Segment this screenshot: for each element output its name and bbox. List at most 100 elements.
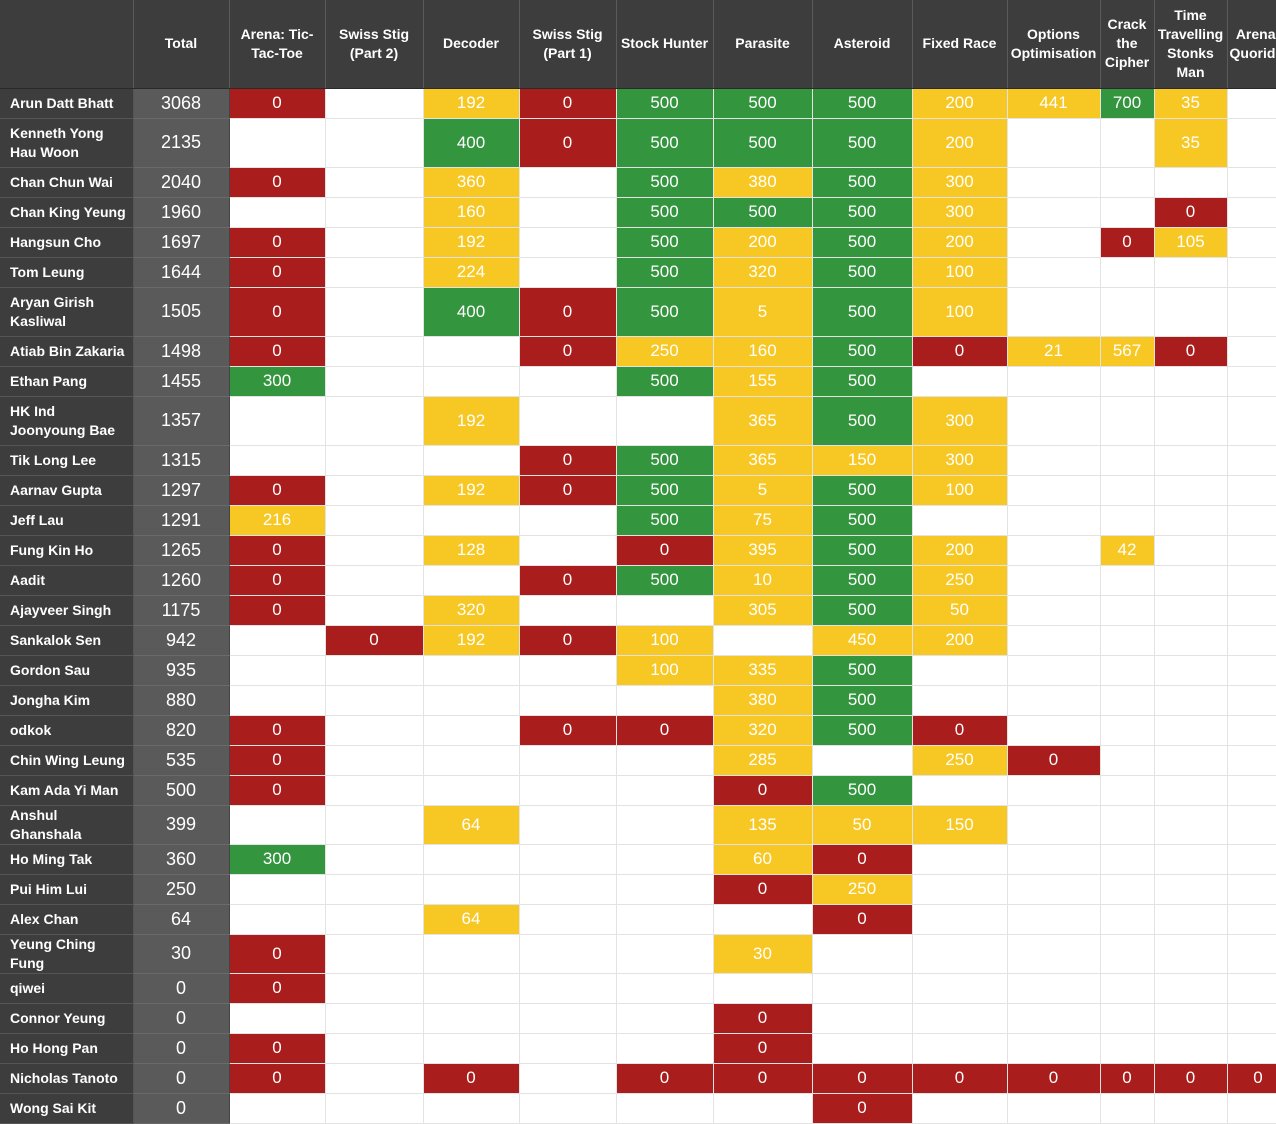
score-cell (1100, 1033, 1155, 1064)
score-cell (1007, 805, 1101, 845)
player-name: Pui Him Lui (0, 874, 134, 905)
player-name: Alex Chan (0, 904, 134, 935)
score-cell: 500 (616, 257, 714, 288)
score-cell (912, 366, 1008, 397)
score-cell (812, 934, 913, 974)
player-name: Wong Sai Kit (0, 1093, 134, 1124)
column-header-swiss-stig-part-2[interactable]: Swiss Stig (Part 2) (325, 0, 424, 89)
score-cell (1154, 904, 1228, 935)
score-cell: 100 (912, 475, 1008, 506)
leaderboard-body: Arun Datt Bhatt 3068 0 192 0 500 500 500 200 441 7… (0, 88, 1276, 1124)
score-cell: 135 (713, 805, 813, 845)
table-row: Chan King Yeung 1960 160 500 500 500 300 0 (0, 197, 1276, 228)
score-cell (1154, 655, 1228, 686)
score-cell: 150 (912, 805, 1008, 845)
score-cell: 0 (229, 565, 326, 596)
table-row: odkok 820 0 0 0 320 500 0 (0, 715, 1276, 746)
column-header-crack-the-cipher[interactable]: Crack the Cipher (1100, 0, 1155, 89)
score-cell: 0 (1007, 1063, 1101, 1094)
total-score: 1498 (133, 336, 230, 367)
score-cell (325, 595, 424, 626)
score-cell (325, 257, 424, 288)
score-cell (325, 445, 424, 476)
column-header-total[interactable]: Total (133, 0, 230, 89)
total-score: 1357 (133, 396, 230, 446)
score-cell: 192 (423, 475, 520, 506)
score-cell (423, 973, 520, 1004)
score-cell: 500 (812, 118, 913, 168)
score-cell (616, 595, 714, 626)
total-score: 0 (133, 1093, 230, 1124)
score-cell (1007, 1093, 1101, 1124)
score-cell: 21 (1007, 336, 1101, 367)
column-header-arena-tic-tac-toe[interactable]: Arena: Tic-Tac-Toe (229, 0, 326, 89)
table-row: Fung Kin Ho 1265 0 128 0 395 500 200 42 (0, 535, 1276, 566)
player-name: Atiab Bin Zakaria (0, 336, 134, 367)
score-cell (325, 805, 424, 845)
score-cell (1154, 874, 1228, 905)
score-cell: 0 (912, 1063, 1008, 1094)
score-cell (423, 844, 520, 875)
score-cell (229, 445, 326, 476)
score-cell (1100, 167, 1155, 198)
total-score: 30 (133, 934, 230, 974)
score-cell (1227, 118, 1276, 168)
total-score: 935 (133, 655, 230, 686)
score-cell (325, 565, 424, 596)
score-cell: 105 (1154, 227, 1228, 258)
score-cell (1154, 287, 1228, 337)
score-cell (1007, 874, 1101, 905)
table-row: Aryan Girish Kasliwal 1505 0 400 0 500 5 500 100 (0, 287, 1276, 337)
score-cell: 500 (812, 655, 913, 686)
score-cell: 0 (229, 1063, 326, 1094)
score-cell (423, 336, 520, 367)
score-cell (519, 1093, 617, 1124)
score-cell (1007, 197, 1101, 228)
score-cell: 450 (812, 625, 913, 656)
score-cell (519, 934, 617, 974)
score-cell (1227, 505, 1276, 536)
score-cell (325, 88, 424, 119)
score-cell (325, 874, 424, 905)
score-cell: 200 (912, 625, 1008, 656)
column-header-asteroid[interactable]: Asteroid (812, 0, 913, 89)
score-cell: 128 (423, 535, 520, 566)
column-header-fixed-race[interactable]: Fixed Race (912, 0, 1008, 89)
column-header-decoder[interactable]: Decoder (423, 0, 520, 89)
total-score: 2040 (133, 167, 230, 198)
score-cell (1100, 118, 1155, 168)
score-cell (519, 745, 617, 776)
table-row: Tik Long Lee 1315 0 500 365 150 300 (0, 445, 1276, 476)
score-cell (423, 565, 520, 596)
score-cell (423, 1003, 520, 1034)
score-cell (1100, 745, 1155, 776)
score-cell: 216 (229, 505, 326, 536)
score-cell (423, 366, 520, 397)
column-header-arena-quoridor[interactable]: Arena: Quoridor (1227, 0, 1276, 89)
score-cell (1100, 445, 1155, 476)
score-cell (1100, 257, 1155, 288)
total-score: 1291 (133, 505, 230, 536)
column-header-stock-hunter[interactable]: Stock Hunter (616, 0, 714, 89)
score-cell (1007, 595, 1101, 626)
score-cell: 305 (713, 595, 813, 626)
score-cell (912, 1003, 1008, 1034)
score-cell: 500 (616, 227, 714, 258)
score-cell (1154, 1033, 1228, 1064)
column-header-swiss-stig-part-1[interactable]: Swiss Stig (Part 1) (519, 0, 617, 89)
score-cell: 35 (1154, 88, 1228, 119)
table-row: Tom Leung 1644 0 224 500 320 500 100 (0, 257, 1276, 288)
total-score: 1175 (133, 595, 230, 626)
player-name: Jeff Lau (0, 505, 134, 536)
score-cell (519, 904, 617, 935)
column-header-parasite[interactable]: Parasite (713, 0, 813, 89)
player-name: Ho Ming Tak (0, 844, 134, 875)
score-cell (616, 1033, 714, 1064)
score-cell: 0 (229, 336, 326, 367)
score-cell: 300 (229, 366, 326, 397)
score-cell (812, 973, 913, 1004)
column-header-options-optimisation[interactable]: Options Optimisation (1007, 0, 1101, 89)
column-header-time-travelling-stonks-man[interactable]: Time Travelling Stonks Man (1154, 0, 1228, 89)
score-cell (912, 973, 1008, 1004)
total-score: 360 (133, 844, 230, 875)
